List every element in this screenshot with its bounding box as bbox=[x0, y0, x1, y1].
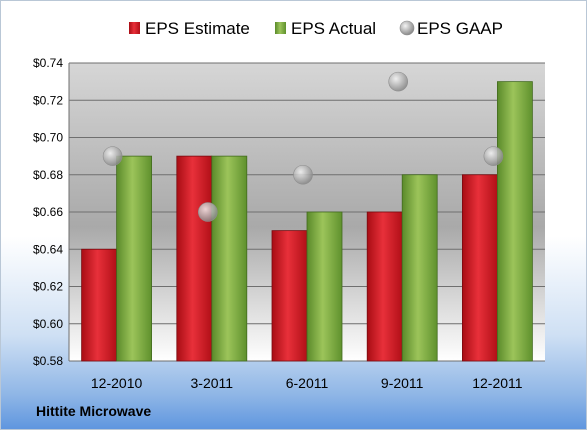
point-eps-gaap bbox=[198, 202, 218, 222]
x-tick-label: 9-2011 bbox=[381, 375, 424, 391]
x-tick-label: 3-2011 bbox=[191, 375, 234, 391]
x-tick-label: 12-2010 bbox=[91, 375, 143, 391]
bar-eps-actual bbox=[496, 81, 533, 362]
bar-eps-actual bbox=[401, 174, 438, 362]
y-axis-ticks: $0.58 $0.60 $0.62 $0.64 $0.66 $0.68 $0.70 $0.72… bbox=[33, 56, 63, 368]
point-eps-gaap bbox=[388, 71, 409, 92]
point-eps-gaap bbox=[483, 146, 504, 166]
gaap-points bbox=[102, 71, 504, 222]
legend: EPS Estimate EPS Actual EPS GAAP bbox=[129, 19, 503, 38]
y-tick-label: $0.64 bbox=[33, 242, 63, 256]
y-tick-label: $0.74 bbox=[33, 56, 63, 70]
bar-eps-estimate bbox=[366, 211, 403, 362]
x-axis-ticks: 12-2010 3-2011 6-2011 9-2011 12-2011 bbox=[91, 375, 523, 391]
legend-label: EPS Estimate bbox=[145, 19, 250, 38]
bar-eps-estimate bbox=[81, 248, 117, 362]
point-eps-gaap bbox=[102, 146, 123, 166]
legend-label: EPS GAAP bbox=[417, 19, 503, 38]
y-tick-label: $0.58 bbox=[33, 354, 63, 368]
y-tick-label: $0.70 bbox=[33, 131, 63, 145]
x-tick-label: 6-2011 bbox=[286, 375, 329, 391]
y-tick-label: $0.62 bbox=[33, 280, 63, 294]
company-label: Hittite Microwave bbox=[36, 403, 152, 419]
bar-eps-actual bbox=[306, 211, 343, 362]
bar-eps-estimate bbox=[271, 230, 308, 362]
y-tick-label: $0.60 bbox=[33, 317, 63, 331]
y-tick-label: $0.66 bbox=[33, 205, 63, 219]
point-eps-gaap bbox=[293, 164, 313, 185]
y-tick-label: $0.68 bbox=[33, 168, 63, 182]
bar-series bbox=[81, 81, 533, 362]
legend-label: EPS Actual bbox=[291, 19, 376, 38]
legend-swatch bbox=[129, 22, 140, 34]
x-tick-label: 12-2011 bbox=[472, 375, 523, 391]
bar-eps-actual bbox=[211, 155, 248, 362]
bar-eps-estimate bbox=[176, 155, 213, 362]
bar-eps-actual bbox=[116, 155, 152, 362]
y-tick-label: $0.72 bbox=[33, 93, 63, 107]
bar-eps-estimate bbox=[461, 174, 498, 362]
legend-swatch bbox=[275, 22, 286, 34]
legend-swatch bbox=[399, 20, 415, 36]
